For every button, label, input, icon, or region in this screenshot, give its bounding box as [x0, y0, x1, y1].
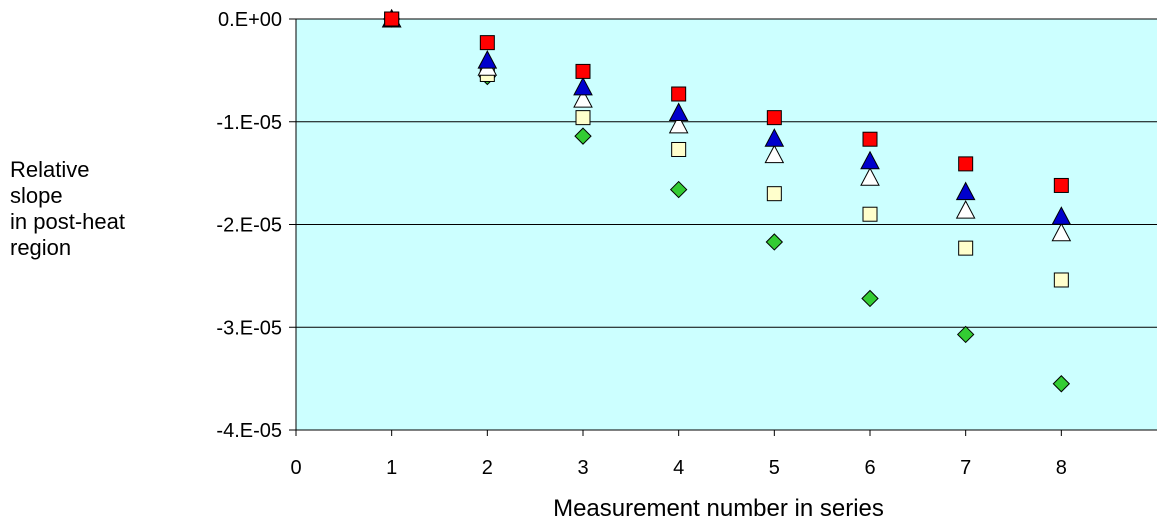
y-axis-label-line: Relative: [10, 157, 125, 183]
square-point: [1054, 273, 1068, 287]
x-tick-label: 3: [577, 457, 588, 479]
square-point: [576, 64, 590, 78]
square-point: [767, 187, 781, 201]
square-point: [672, 87, 686, 101]
y-tick-labels: 0.E+00 -1.E-05 -2.E-05 -3.E-05 -4.E-05: [216, 9, 282, 442]
square-point: [959, 241, 973, 255]
square-point: [385, 12, 399, 26]
x-tick-label: 4: [673, 457, 684, 479]
square-point: [672, 142, 686, 156]
x-tick-label: 7: [960, 457, 971, 479]
x-tick-label: 6: [864, 457, 875, 479]
x-axis-label: Measurement number in series: [553, 495, 884, 523]
square-point: [863, 132, 877, 146]
y-axis-label-line: slope: [10, 183, 125, 209]
square-point: [959, 157, 973, 171]
y-axis-label-line: region: [10, 235, 125, 261]
y-tick-label: -4.E-05: [216, 420, 282, 442]
y-tick-label: -1.E-05: [216, 112, 282, 134]
x-axis-label-wrap: Measurement number in series: [0, 495, 1157, 523]
x-tick-label: 2: [482, 457, 493, 479]
x-tick-label: 0: [290, 457, 301, 479]
square-point: [863, 207, 877, 221]
square-point: [767, 111, 781, 125]
y-tick-label: -2.E-05: [216, 215, 282, 237]
square-point: [480, 36, 494, 50]
x-tick-label: 1: [386, 457, 397, 479]
y-tick-label: 0.E+00: [218, 9, 282, 31]
y-axis-label: Relative slope in post-heat region: [10, 157, 125, 261]
x-tick-label: 8: [1056, 457, 1067, 479]
x-tick-label: 5: [769, 457, 780, 479]
y-tick-label: -3.E-05: [216, 317, 282, 339]
x-tick-labels: 0 1 2 3 4 5 6 7 8: [290, 457, 1066, 479]
square-point: [576, 111, 590, 125]
square-point: [1054, 178, 1068, 192]
y-axis-label-line: in post-heat: [10, 209, 125, 235]
